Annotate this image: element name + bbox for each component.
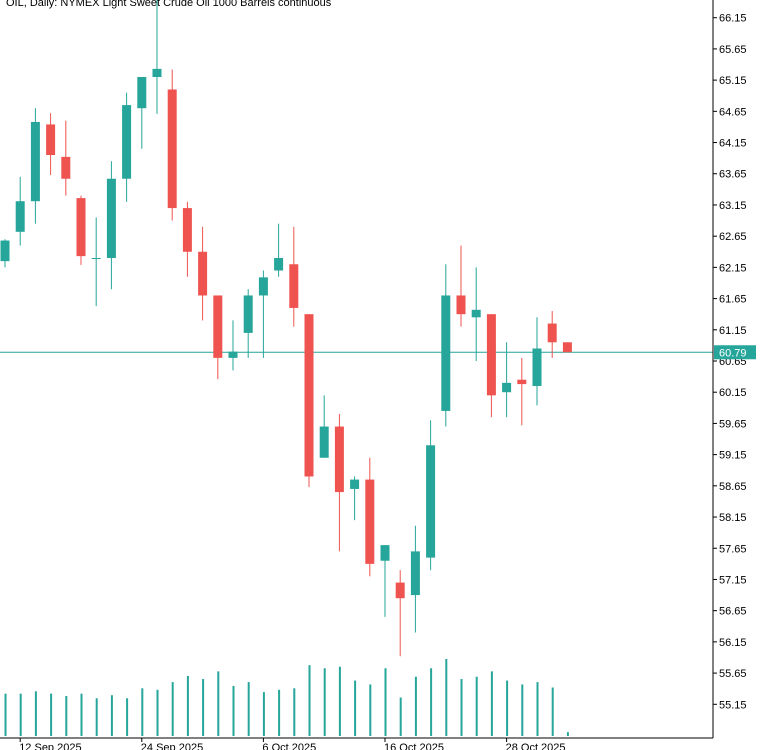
bull-candle-body bbox=[0, 240, 10, 262]
bear-candle-body bbox=[61, 156, 71, 179]
bear-candle-body bbox=[395, 582, 405, 599]
bull-candle-body bbox=[350, 479, 360, 489]
y-tick-label: 64.15 bbox=[719, 138, 747, 150]
y-tick-label: 58.15 bbox=[719, 512, 747, 524]
bull-candle-body bbox=[502, 382, 512, 393]
bull-candle-body bbox=[319, 426, 329, 458]
y-tick-label: 64.65 bbox=[719, 106, 747, 118]
bear-candle-body bbox=[213, 295, 223, 358]
y-tick-label: 63.65 bbox=[719, 169, 747, 181]
bear-candle-body bbox=[76, 198, 86, 257]
bull-candle-body bbox=[426, 445, 436, 558]
bull-candle-body bbox=[228, 351, 238, 358]
x-tick-label: 16 Oct 2025 bbox=[384, 742, 444, 750]
y-axis-ticks: 66.15 65.65 65.15 64.65 64.15 63.65 63.15 62.65… bbox=[713, 13, 747, 711]
y-tick-label: 61.15 bbox=[719, 325, 747, 337]
current-price-label: 60.79 bbox=[719, 347, 747, 359]
bull-candle-body bbox=[410, 551, 420, 596]
volume-bars bbox=[4, 659, 569, 736]
bear-candle-body bbox=[365, 479, 375, 564]
candle-wicks bbox=[4, 0, 568, 657]
bear-candle-body bbox=[289, 264, 299, 308]
y-tick-label: 56.65 bbox=[719, 606, 747, 618]
bull-candle-body bbox=[380, 545, 390, 561]
bull-candle-body bbox=[471, 309, 481, 318]
bear-candle-body bbox=[304, 314, 314, 477]
y-tick-label: 59.65 bbox=[719, 418, 747, 430]
y-tick-label: 57.15 bbox=[719, 574, 747, 586]
x-tick-label: 24 Sep 2025 bbox=[141, 742, 203, 750]
bear-candle-body bbox=[562, 342, 572, 353]
candle-bodies bbox=[0, 68, 572, 599]
y-tick-label: 59.15 bbox=[719, 450, 747, 462]
bear-candle-body bbox=[46, 124, 56, 156]
bull-candle-body bbox=[91, 258, 101, 260]
bull-candle-body bbox=[441, 295, 451, 411]
y-tick-label: 65.65 bbox=[719, 44, 747, 56]
x-tick-label: 12 Sep 2025 bbox=[19, 742, 81, 750]
y-tick-label: 62.65 bbox=[719, 231, 747, 243]
bear-candle-body bbox=[456, 295, 466, 315]
y-tick-label: 60.15 bbox=[719, 387, 747, 399]
y-tick-label: 56.15 bbox=[719, 637, 747, 649]
y-tick-label: 61.65 bbox=[719, 294, 747, 306]
bull-candle-body bbox=[106, 178, 116, 259]
y-tick-label: 55.65 bbox=[719, 668, 747, 680]
y-tick-label: 55.15 bbox=[719, 699, 747, 711]
bear-candle-body bbox=[198, 251, 208, 296]
bull-candle-body bbox=[152, 68, 162, 77]
y-tick-label: 65.15 bbox=[719, 75, 747, 87]
bear-candle-body bbox=[167, 89, 177, 209]
bear-candle-body bbox=[517, 379, 527, 385]
bull-candle-body bbox=[258, 277, 268, 296]
y-tick-label: 58.65 bbox=[719, 481, 747, 493]
current-price-tag-background bbox=[714, 345, 756, 360]
bear-candle-body bbox=[486, 314, 496, 396]
chart-title: OIL, Daily: NYMEX Light Sweet Crude Oil … bbox=[6, 0, 332, 9]
bear-candle-body bbox=[547, 323, 557, 343]
x-tick-label: 6 Oct 2025 bbox=[262, 742, 316, 750]
bear-candle-body bbox=[182, 208, 192, 252]
y-tick-label: 57.65 bbox=[719, 543, 747, 555]
y-tick-label: 66.15 bbox=[719, 13, 747, 25]
bull-candle-body bbox=[15, 201, 25, 232]
bull-candle-body bbox=[243, 295, 253, 333]
bear-candle-body bbox=[334, 426, 344, 493]
y-tick-label: 63.15 bbox=[719, 200, 747, 212]
bull-candle-body bbox=[137, 76, 147, 109]
current-price-tag: 60.79 bbox=[714, 345, 756, 360]
bull-candle-body bbox=[274, 258, 284, 271]
x-tick-label: 28 Oct 2025 bbox=[506, 742, 566, 750]
x-axis-ticks: 12 Sep 2025 24 Sep 2025 6 Oct 2025 16 Oct 2… bbox=[19, 738, 566, 750]
bull-candle-body bbox=[122, 105, 132, 179]
bull-candle-body bbox=[30, 121, 40, 202]
y-tick-label: 62.15 bbox=[719, 262, 747, 274]
bull-candle-body bbox=[532, 348, 542, 386]
axes bbox=[0, 0, 714, 739]
